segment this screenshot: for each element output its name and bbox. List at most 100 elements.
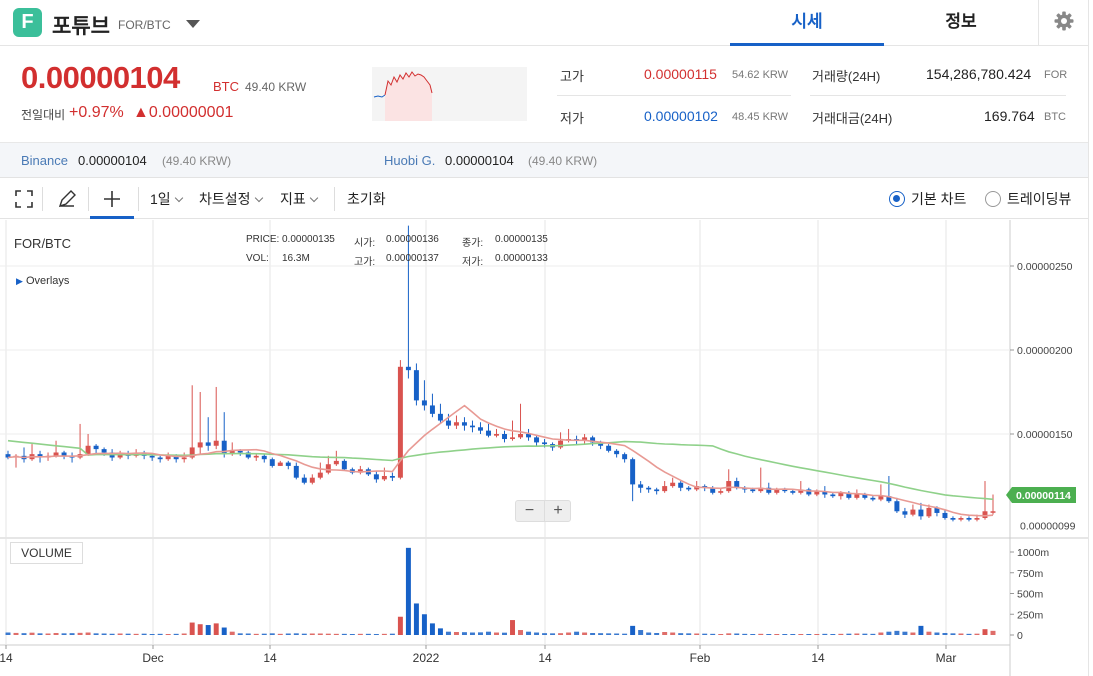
candle-body: [101, 449, 107, 453]
volume-bar: [189, 622, 195, 635]
candle-body: [734, 481, 740, 488]
candle-body: [373, 474, 379, 480]
toolbar-divider: [88, 187, 89, 211]
exchange-name[interactable]: Huobi G.: [384, 153, 436, 168]
candle-body: [173, 455, 179, 460]
candle-body: [357, 469, 363, 473]
zoom-out-button[interactable]: −: [524, 502, 535, 519]
candle-body: [317, 472, 323, 478]
basic-chart-radio[interactable]: [889, 191, 905, 207]
candle-body: [782, 489, 788, 492]
exchange-price: 0.00000104: [445, 153, 514, 168]
volume-bar: [173, 633, 179, 635]
candle-body: [982, 511, 988, 518]
volume-bar: [790, 634, 796, 635]
chart-settings-select[interactable]: 차트설정: [199, 189, 263, 209]
volume-bar: [365, 633, 371, 635]
volume-bar: [950, 633, 956, 635]
crosshair-icon[interactable]: [102, 189, 122, 209]
amount-unit: BTC: [1044, 111, 1066, 123]
price-chart[interactable]: 0.00000250 0.00000200 0.00000150 1000m 750m 5…: [0, 220, 1088, 676]
exchange-prices: Binance 0.00000104 (49.40 KRW) Huobi G. …: [0, 142, 1088, 178]
candle-body: [686, 487, 692, 490]
info-vol: 16.3M: [282, 253, 310, 264]
candle-body: [830, 494, 836, 497]
divider: [557, 95, 791, 96]
volume-tick-label: 1000m: [1017, 547, 1049, 559]
volume-bar: [317, 633, 323, 635]
tradingview-radio[interactable]: [985, 191, 1001, 207]
volume-bar: [445, 631, 451, 635]
candle-body: [165, 455, 171, 460]
volume-bar: [918, 625, 924, 635]
chart-symbol: FOR/BTC: [14, 236, 72, 251]
candle-body: [381, 476, 387, 480]
volume-bar: [966, 633, 972, 635]
volume-bar: [293, 633, 299, 635]
reset-button[interactable]: 초기화: [347, 191, 386, 207]
volume-bar: [5, 632, 11, 635]
coin-pair[interactable]: FOR/BTC: [118, 18, 171, 32]
volume-bar: [389, 633, 395, 635]
candle-body: [670, 482, 676, 487]
candle-body: [518, 434, 524, 438]
volume-bar: [93, 633, 99, 635]
candle-body: [990, 511, 996, 513]
zoom-in-button[interactable]: +: [544, 501, 571, 521]
amount-value: 169.764: [984, 108, 1035, 124]
volume-bar: [862, 633, 868, 635]
overlays-toggle[interactable]: ▶ Overlays: [16, 275, 69, 287]
candle-body: [269, 459, 275, 466]
volume-bar: [526, 631, 532, 635]
candle-body: [229, 450, 235, 455]
volume-bar: [798, 634, 804, 635]
candle-body: [646, 487, 652, 490]
candle-body: [886, 496, 892, 502]
exchange-name[interactable]: Binance: [21, 153, 68, 168]
candle-body: [838, 492, 844, 497]
tab-market[interactable]: 시세: [730, 0, 884, 46]
volume-bar: [766, 634, 772, 635]
candle-body: [966, 518, 972, 520]
candle-body: [61, 452, 67, 456]
volume-bar: [566, 632, 572, 635]
volume-bar: [694, 633, 700, 635]
settings-button[interactable]: [1038, 0, 1090, 46]
tradingview-label[interactable]: 트레이딩뷰: [1007, 191, 1072, 207]
coin-name[interactable]: 포튜브: [52, 15, 110, 38]
candle-body: [37, 454, 43, 458]
candle-body: [245, 452, 251, 458]
high-krw: 54.62 KRW: [732, 69, 789, 81]
chart-settings-label: 차트설정: [199, 191, 251, 207]
candle-body: [293, 465, 299, 478]
candle-body: [285, 462, 291, 466]
fullscreen-icon[interactable]: [14, 189, 34, 209]
pencil-icon[interactable]: [57, 189, 77, 209]
volume-bar: [109, 633, 115, 635]
tab-info[interactable]: 정보: [945, 12, 977, 31]
candle-body: [205, 442, 211, 446]
candle-body: [806, 489, 812, 495]
volume-bar: [614, 633, 620, 635]
volume-bar: [606, 633, 612, 635]
volume-bar: [750, 634, 756, 635]
x-tick-label: Mar: [936, 651, 957, 665]
indicators-select[interactable]: 지표: [280, 189, 319, 209]
candle-body: [614, 450, 620, 455]
candle-body: [542, 442, 548, 445]
chevron-down-icon[interactable]: [186, 20, 200, 28]
volume-bar: [277, 633, 283, 635]
volume-bar: [902, 631, 908, 635]
interval-select[interactable]: 1일: [150, 189, 183, 209]
volume-bar: [742, 633, 748, 635]
candle-body: [862, 494, 868, 498]
candle-body: [678, 482, 684, 488]
basic-chart-label[interactable]: 기본 차트: [911, 191, 967, 207]
volume-bar: [870, 633, 876, 635]
info-price: 0.00000135: [282, 234, 335, 245]
volume-bar: [117, 633, 123, 635]
volume-bar: [486, 631, 491, 635]
info-price-label: PRICE:: [246, 234, 280, 245]
candle-body: [333, 460, 339, 465]
candle-body: [221, 440, 227, 455]
